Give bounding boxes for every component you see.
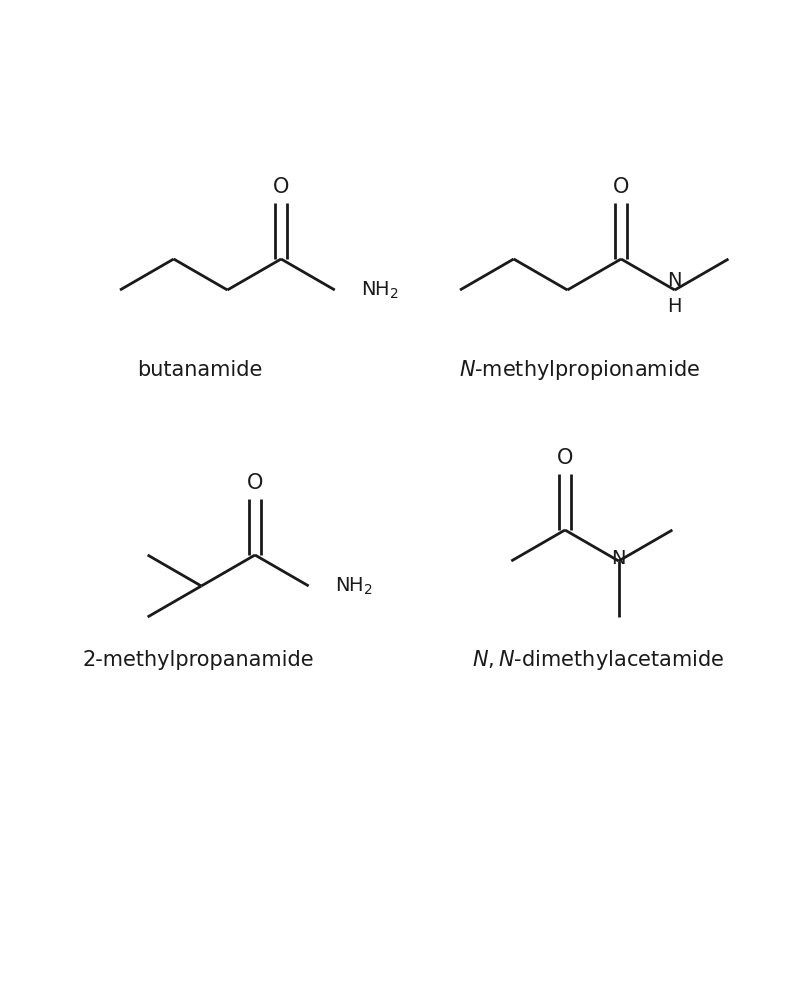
Text: O: O bbox=[557, 448, 573, 468]
Text: O: O bbox=[613, 177, 630, 197]
Text: O: O bbox=[273, 177, 289, 197]
Text: N: N bbox=[668, 270, 682, 290]
Text: $\mathit{N}$-methylpropionamide: $\mathit{N}$-methylpropionamide bbox=[459, 358, 700, 382]
Text: H: H bbox=[668, 298, 682, 316]
Text: NH$_2$: NH$_2$ bbox=[334, 575, 373, 597]
Text: NH$_2$: NH$_2$ bbox=[361, 279, 399, 301]
Text: N: N bbox=[611, 550, 626, 568]
Text: butanamide: butanamide bbox=[138, 360, 263, 380]
Text: $\mathit{N,N}$-dimethylacetamide: $\mathit{N,N}$-dimethylacetamide bbox=[472, 648, 724, 672]
Text: O: O bbox=[247, 473, 263, 493]
Text: 2-methylpropanamide: 2-methylpropanamide bbox=[82, 650, 314, 670]
